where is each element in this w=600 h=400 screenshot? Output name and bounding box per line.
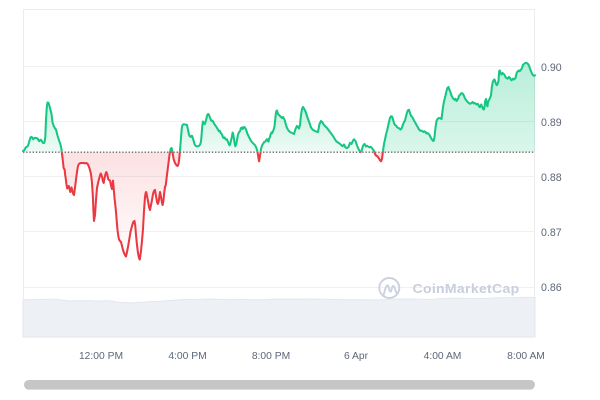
svg-text:6 Apr: 6 Apr (344, 351, 369, 362)
svg-text:12:00 PM: 12:00 PM (79, 351, 123, 362)
svg-text:0.86: 0.86 (541, 282, 562, 294)
svg-text:0.89: 0.89 (541, 117, 562, 129)
svg-text:0.90: 0.90 (541, 62, 562, 74)
svg-text:8:00 PM: 8:00 PM (252, 351, 290, 362)
svg-text:8:00 AM: 8:00 AM (507, 351, 545, 362)
svg-text:0.88: 0.88 (541, 172, 562, 184)
svg-text:CoinMarketCap: CoinMarketCap (413, 281, 520, 296)
svg-text:4:00 PM: 4:00 PM (168, 351, 206, 362)
svg-text:0.87: 0.87 (541, 227, 562, 239)
svg-text:4:00 AM: 4:00 AM (424, 351, 462, 362)
